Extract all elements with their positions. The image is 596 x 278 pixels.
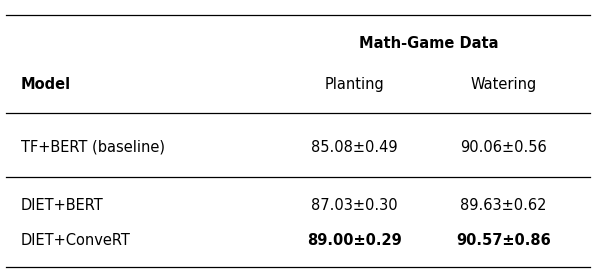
Text: 85.08±0.49: 85.08±0.49 (311, 140, 398, 155)
Text: 87.03±0.30: 87.03±0.30 (311, 198, 398, 213)
Text: DIET+ConveRT: DIET+ConveRT (21, 233, 131, 248)
Text: DIET+BERT: DIET+BERT (21, 198, 104, 213)
Text: 89.00±0.29: 89.00±0.29 (308, 233, 402, 248)
Text: TF+BERT (baseline): TF+BERT (baseline) (21, 140, 165, 155)
Text: 90.06±0.56: 90.06±0.56 (460, 140, 547, 155)
Text: Model: Model (21, 77, 71, 92)
Text: Planting: Planting (325, 77, 384, 92)
Text: Watering: Watering (470, 77, 537, 92)
Text: Math-Game Data: Math-Game Data (359, 36, 499, 51)
Text: 90.57±0.86: 90.57±0.86 (457, 233, 551, 248)
Text: 89.63±0.62: 89.63±0.62 (460, 198, 547, 213)
